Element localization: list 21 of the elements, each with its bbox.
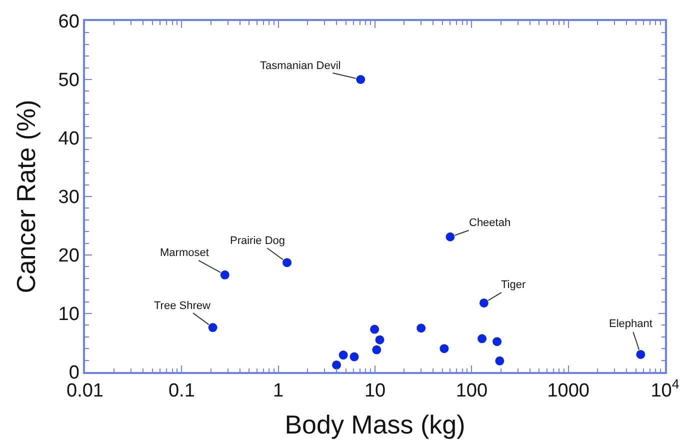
y-axis-title: Cancer Rate (%) xyxy=(11,100,42,294)
x-tick-label: 1000 xyxy=(547,380,590,402)
annotation: Marmoset xyxy=(160,247,209,259)
x-tick-label: 0.1 xyxy=(168,380,195,402)
annotation: Tree Shrew xyxy=(154,300,210,312)
x-tick-label: 1 xyxy=(273,380,284,402)
annotation: Tasmanian Devil xyxy=(260,60,341,72)
y-tick-label: 10 xyxy=(58,304,80,326)
y-tick-label: 40 xyxy=(58,128,80,150)
annotation: Prairie Dog xyxy=(230,235,286,247)
x-tick-label: 10 xyxy=(364,380,386,402)
y-tick-label: 50 xyxy=(58,70,80,92)
x-tick-label: 10$^{4}$ xyxy=(650,376,680,402)
y-tick-label: 60 xyxy=(58,12,80,33)
x-tick-label: 100 xyxy=(456,380,488,402)
annotation: Tiger xyxy=(501,279,526,291)
x-axis-title: Body Mass (kg) xyxy=(284,410,466,440)
y-tick-label: 20 xyxy=(58,246,80,267)
annotation: Elephant xyxy=(609,318,652,330)
y-tick-label: 30 xyxy=(58,187,80,208)
annotation: Cheetah xyxy=(469,217,511,229)
